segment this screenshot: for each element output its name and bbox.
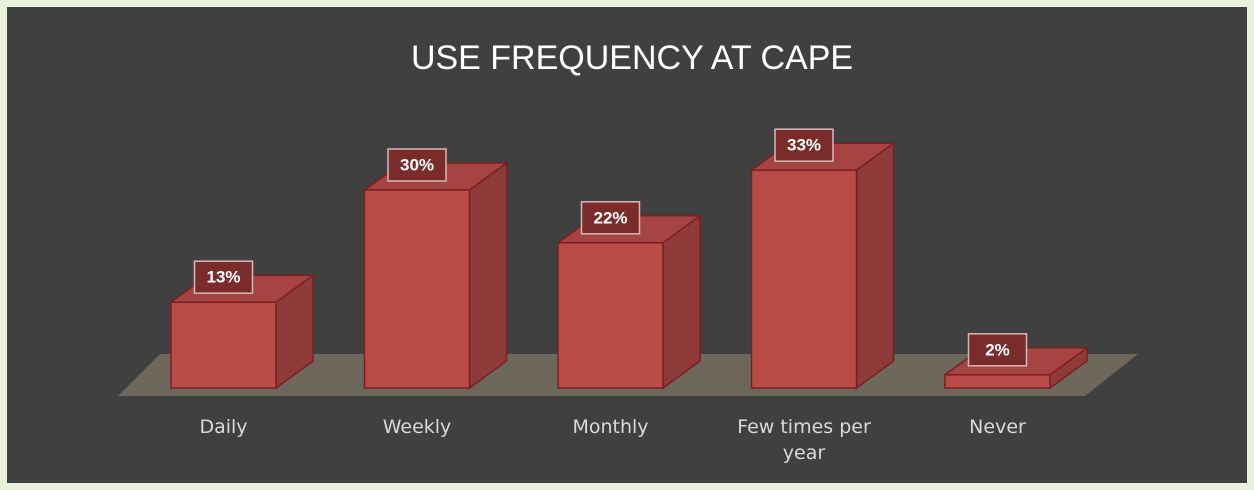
x-tick-label: Never xyxy=(969,416,1026,438)
x-tick-label-box: Daily xyxy=(199,416,248,438)
bar xyxy=(168,273,316,390)
value-label: 33% xyxy=(787,136,821,155)
x-tick-label: Daily xyxy=(199,416,248,438)
x-tick-label-box: Few times per year xyxy=(737,416,871,464)
value-label-box xyxy=(967,333,1028,367)
value-label-box xyxy=(580,201,641,235)
bar-front xyxy=(363,189,471,389)
value-label: 2% xyxy=(985,340,1010,359)
bar-side xyxy=(468,161,508,390)
bar-front xyxy=(944,374,1051,389)
value-label: 22% xyxy=(593,208,627,227)
bar-side xyxy=(855,141,895,390)
x-tick-label: Few times per year xyxy=(737,416,871,464)
value-label-box xyxy=(774,128,834,162)
bar-front xyxy=(170,301,277,389)
x-tick-label: Monthly xyxy=(572,416,649,438)
bar xyxy=(749,141,896,390)
x-tick-label-box: Weekly xyxy=(382,416,452,438)
bar-side xyxy=(662,214,701,390)
x-tick-label-box: Never xyxy=(969,416,1026,438)
x-tick-label: Weekly xyxy=(382,416,452,438)
value-label-box xyxy=(193,260,254,294)
x-tick-label-box: Monthly xyxy=(572,416,649,438)
bar xyxy=(362,161,509,390)
value-label-box xyxy=(387,148,447,182)
bar-front xyxy=(750,169,858,389)
value-label: 30% xyxy=(400,155,434,174)
chart-title: USE FREQUENCY AT CAPE xyxy=(411,39,853,77)
bar xyxy=(555,214,703,390)
value-label: 13% xyxy=(206,268,240,287)
bar-front xyxy=(557,242,664,389)
